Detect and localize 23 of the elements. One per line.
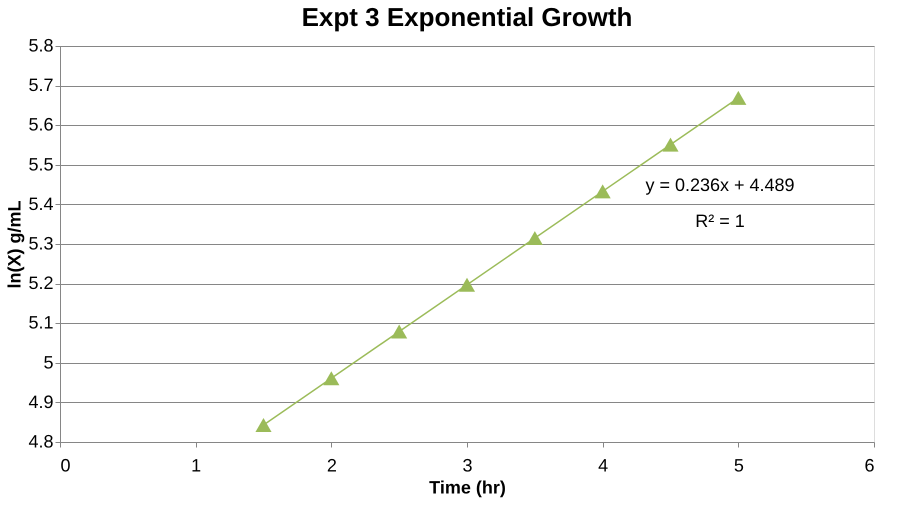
y-tick-label: 5.3	[28, 234, 54, 254]
y-tick-label: 5	[43, 352, 54, 372]
y-tick-label: 5.1	[28, 312, 54, 333]
chart-title: Expt 3 Exponential Growth	[302, 2, 632, 32]
y-tick-label: 5.4	[28, 194, 54, 214]
y-tick-label: 4.8	[28, 432, 54, 452]
y-tick-label: 4.9	[28, 392, 54, 412]
x-tick-label: 3	[462, 456, 473, 476]
annotation: y = 0.236x + 4.489	[645, 175, 795, 195]
y-tick-label: 5.6	[28, 114, 54, 135]
y-tick-label: 5.2	[28, 273, 54, 294]
y-tick-label: 5.8	[28, 36, 54, 56]
y-axis-title: ln(X) g/mL	[4, 200, 24, 288]
x-tick-label: 2	[326, 456, 337, 476]
x-tick-label: 5	[734, 456, 744, 476]
x-axis-title: Time (hr)	[429, 478, 506, 498]
x-tick-label: 4	[598, 456, 608, 476]
y-tick-label: 5.5	[28, 154, 54, 174]
x-tick-label: 1	[191, 456, 202, 476]
y-tick-label: 5.7	[28, 75, 54, 96]
x-tick-label: 6	[864, 456, 874, 476]
x-tick-label: 0	[60, 456, 71, 476]
annotation: R² = 1	[695, 211, 745, 231]
